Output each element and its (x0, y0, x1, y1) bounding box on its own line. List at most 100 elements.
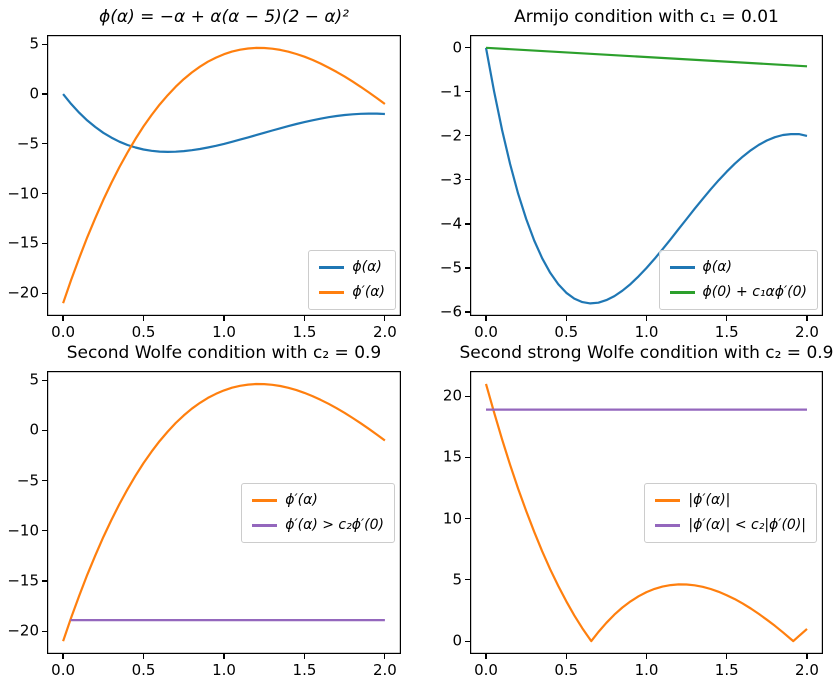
y-tick-label: 5 (452, 570, 462, 589)
axes-frame (47, 371, 401, 654)
legend-item: ϕ′(α) (252, 492, 384, 509)
x-tick-label: 0.0 (474, 661, 498, 679)
legend-label: |ϕ′(α)| < c₂|ϕ′(0)| (688, 516, 806, 533)
legend-item: ϕ(α) (319, 259, 385, 276)
y-tick-label: 15 (442, 447, 462, 466)
legend-item: ϕ(α) (669, 259, 807, 276)
y-tick-mark (465, 47, 470, 49)
x-tick-label: 0.0 (51, 323, 76, 341)
y-tick-mark (42, 480, 47, 482)
legend-line-swatch (655, 498, 681, 502)
y-tick-label: −6 (439, 302, 462, 321)
x-tick-mark (806, 316, 808, 321)
legend-label: ϕ′(α) > c₂ϕ′(0) (285, 516, 384, 533)
x-tick-mark (62, 316, 64, 321)
series-line-phi-prime (62, 46, 386, 304)
legend: ϕ′(α) ϕ′(α) > c₂ϕ′(0) (241, 482, 395, 543)
series-line-phi-prime (62, 382, 386, 642)
x-tick-mark (806, 654, 808, 659)
series-line-abs-phi-prime (484, 383, 808, 643)
x-tick-label: 2.0 (372, 323, 397, 341)
y-tick-mark (42, 429, 47, 432)
x-tick-mark (62, 654, 64, 659)
x-tick-label: 0.5 (131, 323, 156, 341)
y-tick-label: 5 (29, 34, 39, 53)
legend-label: ϕ(α) (702, 259, 732, 275)
y-tick-label: −2 (439, 126, 462, 145)
plot-area (47, 371, 401, 654)
x-tick-label: 0.0 (474, 323, 498, 341)
y-tick-mark (42, 43, 47, 45)
legend-line-swatch (655, 523, 681, 527)
plot-area (47, 35, 401, 316)
x-tick-mark (485, 316, 487, 321)
y-tick-mark (42, 93, 47, 95)
x-tick-label: 1.0 (212, 661, 236, 679)
x-tick-mark (384, 654, 386, 659)
axes-frame (470, 35, 823, 316)
x-tick-mark (645, 316, 648, 321)
x-tick-label: 0.5 (131, 661, 156, 679)
y-tick-mark (465, 311, 470, 313)
legend-label: ϕ(0) + c₁αϕ′(0) (702, 284, 807, 300)
subplot-second-strong-wolfe-condition: Second strong Wolfe condition with c₂ = … (443, 343, 834, 679)
y-tick-label: 0 (29, 84, 39, 103)
y-tick-mark (465, 267, 470, 269)
y-tick-mark (42, 580, 47, 582)
legend-line-swatch (319, 291, 345, 294)
y-tick-mark (42, 193, 47, 195)
y-tick-label: −5 (16, 471, 39, 490)
axes-frame (470, 371, 823, 654)
legend-line-swatch (319, 266, 345, 269)
legend-label: ϕ′(α) (285, 491, 318, 508)
y-tick-label: −20 (7, 621, 39, 640)
y-tick-label: 0 (452, 631, 462, 650)
x-tick-mark (142, 654, 145, 659)
legend-label: ϕ(α) (352, 259, 382, 275)
x-tick-mark (565, 316, 567, 321)
y-tick-label: −1 (439, 82, 462, 101)
x-tick-label: 0.0 (51, 661, 76, 679)
x-tick-mark (726, 316, 728, 321)
y-tick-mark (42, 292, 47, 294)
x-tick-mark (485, 654, 487, 659)
y-tick-label: −3 (439, 170, 462, 189)
y-tick-label: −15 (7, 571, 39, 590)
subplot-title: Armijo condition with c₁ = 0.01 (514, 7, 779, 27)
legend-item: ϕ′(α) > c₂ϕ′(0) (252, 517, 384, 534)
y-tick-label: −5 (16, 134, 39, 153)
x-tick-label: 1.0 (634, 323, 659, 341)
y-tick-mark (42, 530, 47, 532)
subplot-title: Second strong Wolfe condition with c₂ = … (459, 343, 834, 363)
y-tick-mark (465, 579, 470, 581)
legend-label: ϕ′(α) (352, 284, 385, 300)
legend-item: |ϕ′(α)| (655, 492, 806, 509)
y-tick-mark (465, 135, 470, 137)
axes-frame (47, 35, 401, 316)
y-tick-label: 10 (442, 509, 462, 528)
y-tick-mark (465, 640, 470, 642)
subplot-second-wolfe-condition: Second Wolfe condition with c₂ = 0.9 0.0… (7, 343, 401, 679)
legend: ϕ(α) ϕ′(α) (308, 250, 396, 310)
x-tick-label: 1.5 (714, 661, 739, 679)
series-line-phi (62, 93, 385, 154)
x-tick-mark (303, 316, 306, 321)
x-tick-mark (142, 316, 145, 321)
x-tick-label: 1.0 (634, 661, 659, 679)
x-tick-mark (645, 654, 648, 659)
subplot-title: ϕ(α) = −α + α(α − 5)(2 − α)² (99, 7, 349, 27)
x-tick-label: 1.5 (714, 323, 739, 341)
x-tick-mark (384, 316, 386, 321)
x-tick-mark (726, 654, 728, 659)
subplot-title: Second Wolfe condition with c₂ = 0.9 (66, 343, 382, 363)
legend-item: ϕ′(α) (319, 284, 385, 301)
y-tick-label: 20 (442, 386, 462, 405)
x-tick-mark (565, 654, 567, 659)
y-tick-mark (465, 91, 470, 93)
y-tick-mark (42, 379, 47, 381)
y-tick-mark (465, 179, 470, 181)
y-tick-label: −5 (439, 258, 462, 277)
legend-item: |ϕ′(α)| < c₂|ϕ′(0)| (655, 517, 806, 534)
y-tick-label: 5 (29, 370, 39, 389)
